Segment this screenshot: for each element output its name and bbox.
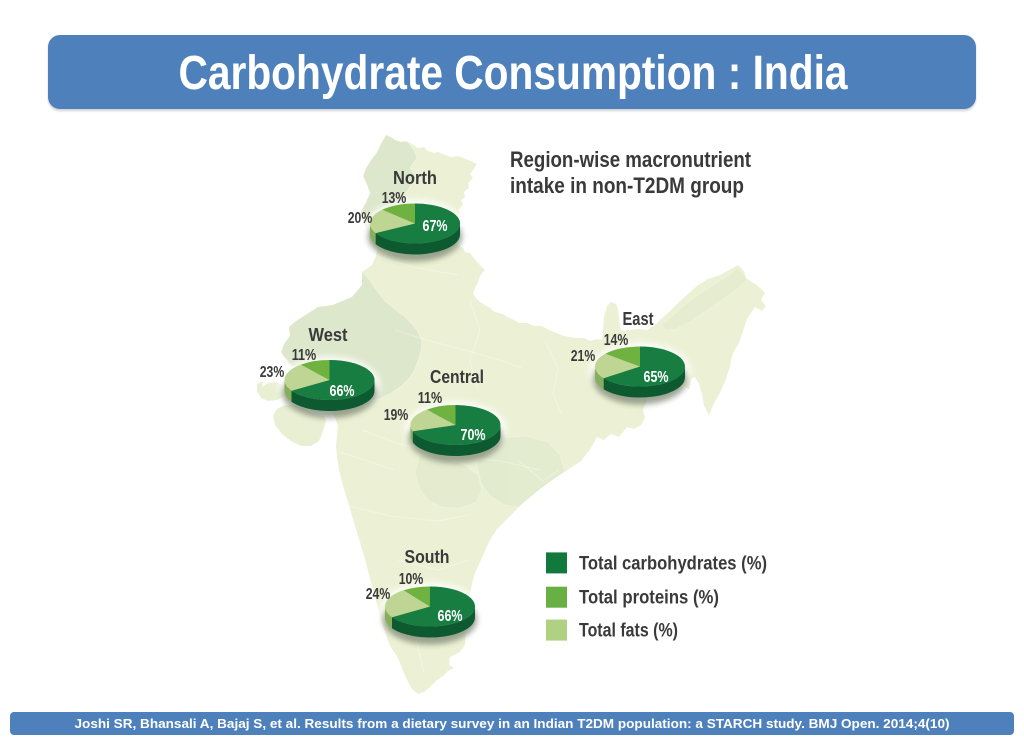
svg-text:20%: 20% <box>348 210 373 227</box>
svg-text:Total proteins (%): Total proteins (%) <box>579 588 719 609</box>
svg-text:21%: 21% <box>571 348 596 365</box>
svg-text:Total carbohydrates (%): Total carbohydrates (%) <box>579 553 767 574</box>
svg-text:intake in non-T2DM group: intake in non-T2DM group <box>510 173 744 198</box>
svg-text:13%: 13% <box>382 190 407 207</box>
svg-text:19%: 19% <box>384 407 409 424</box>
svg-text:Region-wise macronutrient: Region-wise macronutrient <box>510 147 752 172</box>
svg-text:23%: 23% <box>260 364 285 381</box>
svg-text:North: North <box>393 168 437 188</box>
svg-text:Central: Central <box>430 367 484 387</box>
svg-text:Total fats (%): Total fats (%) <box>579 621 678 642</box>
svg-text:24%: 24% <box>366 586 391 603</box>
svg-text:66%: 66% <box>330 383 355 400</box>
svg-text:70%: 70% <box>461 427 486 444</box>
svg-text:11%: 11% <box>292 347 317 364</box>
svg-text:West: West <box>309 325 348 345</box>
svg-text:South: South <box>405 547 450 567</box>
svg-text:East: East <box>623 309 654 329</box>
svg-text:Carbohydrate Consumption : Ind: Carbohydrate Consumption : India <box>179 47 848 100</box>
svg-text:65%: 65% <box>644 369 669 386</box>
svg-text:14%: 14% <box>604 332 629 349</box>
svg-text:10%: 10% <box>399 571 424 588</box>
svg-text:Joshi SR, Bhansali A, Bajaj S,: Joshi SR, Bhansali A, Bajaj S, et al. Re… <box>75 716 950 731</box>
svg-text:11%: 11% <box>418 390 443 407</box>
svg-text:67%: 67% <box>423 218 448 235</box>
svg-text:66%: 66% <box>438 608 463 625</box>
